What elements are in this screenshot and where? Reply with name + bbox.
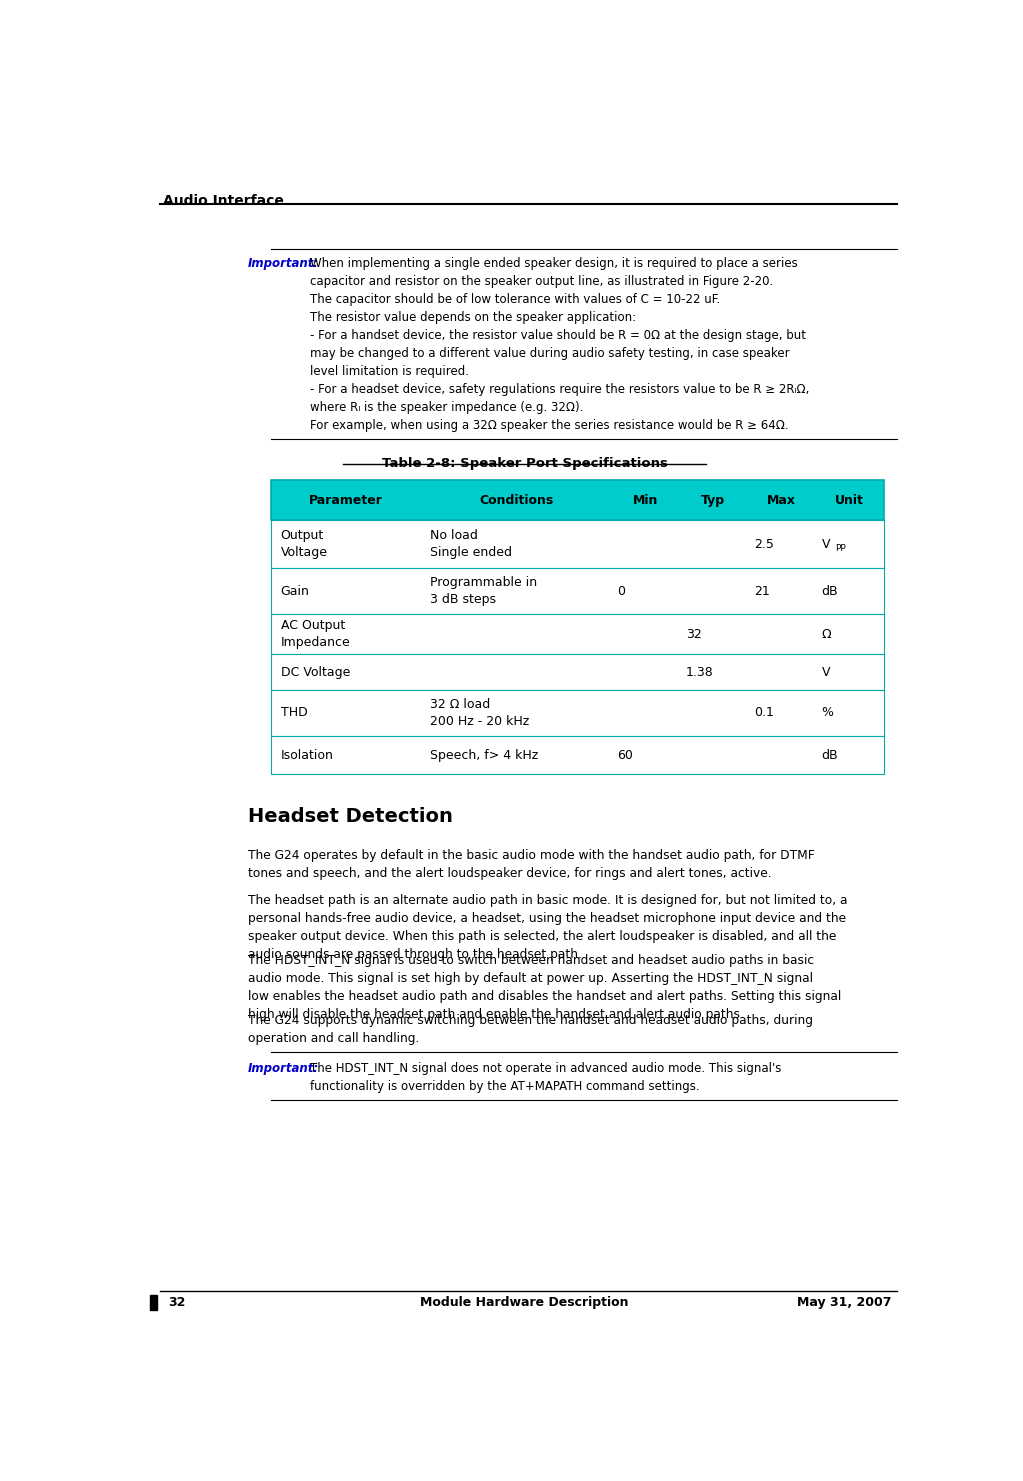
Text: Max: Max bbox=[767, 493, 796, 507]
Text: No load
Single ended: No load Single ended bbox=[431, 529, 513, 560]
Text: 1.38: 1.38 bbox=[685, 665, 713, 678]
Text: The headset path is an alternate audio path in basic mode. It is designed for, b: The headset path is an alternate audio p… bbox=[248, 895, 847, 961]
Text: Typ: Typ bbox=[702, 493, 725, 507]
Text: Ω: Ω bbox=[821, 628, 832, 641]
Text: Table 2-8: Speaker Port Specifications: Table 2-8: Speaker Port Specifications bbox=[382, 458, 668, 471]
Bar bbox=[271, 569, 884, 615]
Text: Parameter: Parameter bbox=[309, 493, 383, 507]
Text: Headset Detection: Headset Detection bbox=[248, 807, 453, 826]
Bar bbox=[271, 615, 884, 655]
Bar bbox=[271, 736, 884, 775]
Text: V: V bbox=[821, 538, 831, 551]
Text: 0.1: 0.1 bbox=[754, 706, 773, 720]
Text: May 31, 2007: May 31, 2007 bbox=[797, 1296, 891, 1309]
Text: 21: 21 bbox=[754, 585, 769, 598]
Bar bbox=[271, 520, 884, 569]
Text: 32 Ω load
200 Hz - 20 kHz: 32 Ω load 200 Hz - 20 kHz bbox=[431, 698, 530, 727]
Text: PP: PP bbox=[835, 545, 846, 554]
Text: When implementing a single ended speaker design, it is required to place a serie: When implementing a single ended speaker… bbox=[310, 258, 809, 432]
Text: Module Hardware Description: Module Hardware Description bbox=[420, 1296, 629, 1309]
Text: DC Voltage: DC Voltage bbox=[280, 665, 350, 678]
Text: Conditions: Conditions bbox=[479, 493, 553, 507]
Bar bbox=[271, 655, 884, 690]
Text: %: % bbox=[821, 706, 834, 720]
Text: The HDST_INT_N signal does not operate in advanced audio mode. This signal's
fun: The HDST_INT_N signal does not operate i… bbox=[310, 1062, 782, 1093]
Text: 0: 0 bbox=[618, 585, 626, 598]
Text: Speech, f> 4 kHz: Speech, f> 4 kHz bbox=[431, 749, 538, 761]
Text: 32: 32 bbox=[685, 628, 702, 641]
Text: The HDST_INT_N signal is used to switch between handset and headset audio paths : The HDST_INT_N signal is used to switch … bbox=[248, 954, 841, 1020]
Text: Unit: Unit bbox=[835, 493, 864, 507]
Text: Programmable in
3 dB steps: Programmable in 3 dB steps bbox=[431, 576, 537, 606]
Text: 2.5: 2.5 bbox=[754, 538, 773, 551]
Bar bbox=[271, 690, 884, 736]
Bar bbox=[149, 1294, 158, 1311]
Bar bbox=[271, 480, 884, 520]
Text: dB: dB bbox=[821, 585, 838, 598]
Text: The G24 supports dynamic switching between the handset and headset audio paths, : The G24 supports dynamic switching betwe… bbox=[248, 1014, 813, 1046]
Text: Important:: Important: bbox=[248, 258, 319, 270]
Text: THD: THD bbox=[280, 706, 307, 720]
Text: 60: 60 bbox=[618, 749, 633, 761]
Text: Output
Voltage: Output Voltage bbox=[280, 529, 327, 560]
Text: Min: Min bbox=[632, 493, 658, 507]
Text: AC Output
Impedance: AC Output Impedance bbox=[280, 619, 350, 649]
Text: Important:: Important: bbox=[248, 1062, 319, 1075]
Text: V: V bbox=[821, 665, 831, 678]
Text: dB: dB bbox=[821, 749, 838, 761]
Text: Audio Interface: Audio Interface bbox=[163, 194, 283, 207]
Text: The G24 operates by default in the basic audio mode with the handset audio path,: The G24 operates by default in the basic… bbox=[248, 849, 814, 880]
Text: Isolation: Isolation bbox=[280, 749, 333, 761]
Text: Gain: Gain bbox=[280, 585, 309, 598]
Text: 32: 32 bbox=[168, 1296, 185, 1309]
